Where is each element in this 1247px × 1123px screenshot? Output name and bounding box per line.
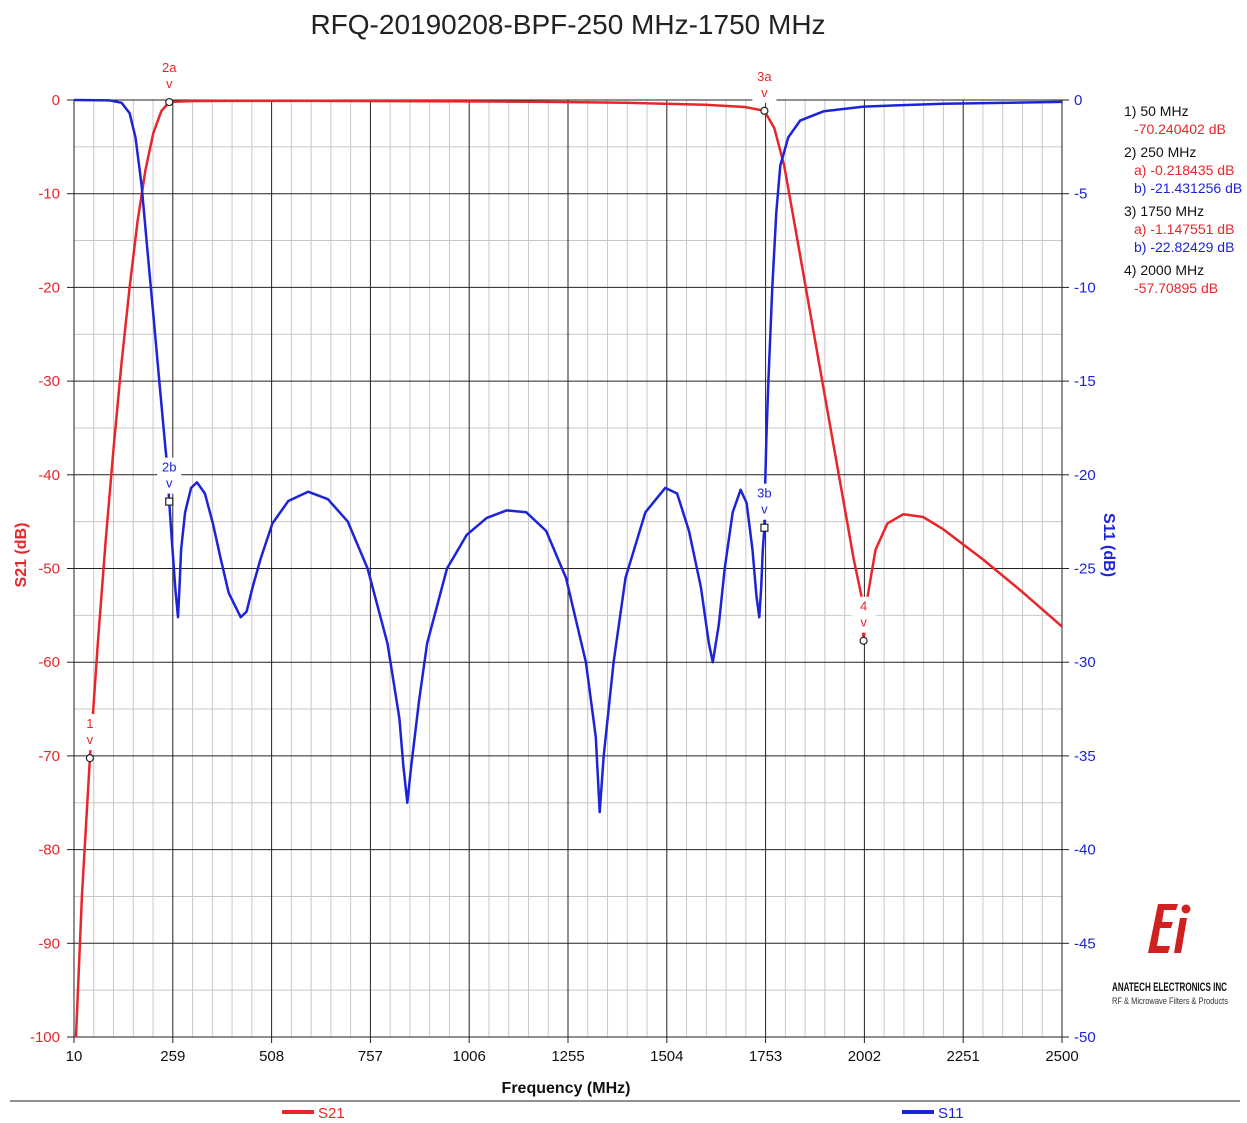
- logo-dot-icon: [1181, 904, 1191, 914]
- marker-point: [165, 497, 174, 506]
- x-tick-label: 2002: [848, 1048, 881, 1065]
- marker-point: [165, 97, 174, 107]
- y-right-tick-label: -45: [1074, 935, 1096, 952]
- marker-caret: v: [761, 502, 768, 517]
- anatech-logo: ANATECH ELECTRONICS INC RF & Microwave F…: [1112, 904, 1228, 1006]
- y-right-tick-label: -10: [1074, 279, 1096, 296]
- marker-label: 2b: [162, 460, 176, 475]
- x-tick-label: 757: [358, 1048, 383, 1065]
- marker-caret: v: [761, 85, 768, 100]
- readout-value: b) -21.431256 dB: [1134, 180, 1242, 196]
- logo-name: ANATECH ELECTRONICS INC: [1112, 980, 1227, 994]
- y-left-tick-label: -20: [38, 279, 60, 296]
- plot-frame: [73, 99, 1063, 1038]
- readout-value: -70.240402 dB: [1134, 121, 1226, 137]
- y-left-tick-label: -70: [38, 748, 60, 765]
- y-right-tick-label: -5: [1074, 186, 1087, 203]
- readout-value: b) -22.82429 dB: [1134, 239, 1234, 255]
- logo-emblem-stroke-icon: [1174, 918, 1187, 953]
- y-right-tick-label: 0: [1074, 92, 1082, 109]
- y-axis-left-label: S21 (dB): [13, 523, 30, 588]
- logo-tagline: RF & Microwave Filters & Products: [1112, 996, 1228, 1006]
- series-line-s21: [74, 99, 1063, 1038]
- marker-caret: v: [166, 476, 173, 491]
- marker-label: 3b: [757, 486, 771, 501]
- x-tick-label: 508: [259, 1048, 284, 1065]
- legend-label-s21: S21: [318, 1105, 345, 1122]
- series-lines: [73, 98, 1063, 1038]
- y-left-tick-label: 0: [52, 92, 60, 109]
- axes: 10 259 508 757 1006 1255 1504 1753 2002 2251 25000…: [30, 92, 1096, 1065]
- marker-point: [859, 636, 868, 645]
- readout-header: 1) 50 MHz: [1124, 103, 1189, 119]
- marker-label: 1: [86, 716, 93, 731]
- legend: S21 S11: [282, 1105, 964, 1122]
- readout-value: a) -0.218435 dB: [1134, 162, 1234, 178]
- marker-caret: v: [166, 76, 173, 91]
- legend-label-s11: S11: [938, 1105, 964, 1122]
- x-tick-label: 1504: [650, 1048, 683, 1065]
- y-right-tick-label: -15: [1074, 373, 1096, 390]
- x-tick-label: 259: [160, 1048, 185, 1065]
- x-axis-label: Frequency (MHz): [502, 1080, 631, 1097]
- marker-caret: v: [860, 615, 867, 630]
- y-left-tick-label: -40: [38, 467, 60, 484]
- y-right-tick-label: -30: [1074, 654, 1096, 671]
- marker-label-bg: [77, 714, 102, 751]
- readout-value: -57.70895 dB: [1134, 280, 1218, 296]
- marker-point: [760, 523, 769, 532]
- readout-value: a) -1.147551 dB: [1134, 221, 1234, 237]
- y-left-tick-label: -10: [38, 186, 60, 203]
- x-tick-label: 1006: [453, 1048, 486, 1065]
- logo-emblem-icon: [1148, 904, 1178, 953]
- readout-header: 4) 2000 MHz: [1124, 262, 1204, 278]
- marker-point: [760, 106, 769, 115]
- y-right-tick-label: -35: [1074, 748, 1096, 765]
- readout-header: 2) 250 MHz: [1124, 144, 1196, 160]
- series-line-s11: [73, 98, 1063, 814]
- y-right-tick-label: -40: [1074, 842, 1096, 859]
- marker-label: 3a: [757, 69, 772, 84]
- y-right-tick-label: -25: [1074, 561, 1096, 578]
- marker-label-bg: [157, 58, 182, 95]
- y-left-tick-label: -90: [38, 935, 60, 952]
- x-tick-label: 2500: [1045, 1048, 1078, 1065]
- marker-label-bg: [752, 66, 777, 103]
- y-axis-right-label: S11 (dB): [1100, 513, 1117, 577]
- marker-label: 4: [860, 599, 867, 614]
- marker-label-bg: [157, 457, 182, 494]
- chart-title: RFQ-20190208-BPF-250 MHz-1750 MHz: [310, 9, 825, 40]
- x-tick-label: 10: [66, 1048, 83, 1065]
- y-right-tick-label: -20: [1074, 467, 1096, 484]
- x-tick-label: 1753: [749, 1048, 782, 1065]
- y-left-tick-label: -60: [38, 654, 60, 671]
- marker-caret: v: [87, 732, 94, 747]
- y-left-tick-label: -50: [38, 561, 60, 578]
- y-left-tick-label: -80: [38, 842, 60, 859]
- y-right-tick-label: -50: [1074, 1029, 1096, 1046]
- y-left-tick-label: -30: [38, 373, 60, 390]
- x-tick-label: 2251: [947, 1048, 980, 1065]
- readout-header: 3) 1750 MHz: [1124, 203, 1204, 219]
- marker-readout: 1) 50 MHz -70.240402 dB 2) 250 MHz a) -0.21…: [1124, 103, 1242, 296]
- marker-label-bg: [851, 596, 876, 633]
- marker-label: 2a: [162, 60, 177, 75]
- x-tick-label: 1255: [551, 1048, 584, 1065]
- marker-label-bg: [752, 483, 777, 520]
- y-left-tick-label: -100: [30, 1029, 60, 1046]
- marker-point: [85, 754, 94, 763]
